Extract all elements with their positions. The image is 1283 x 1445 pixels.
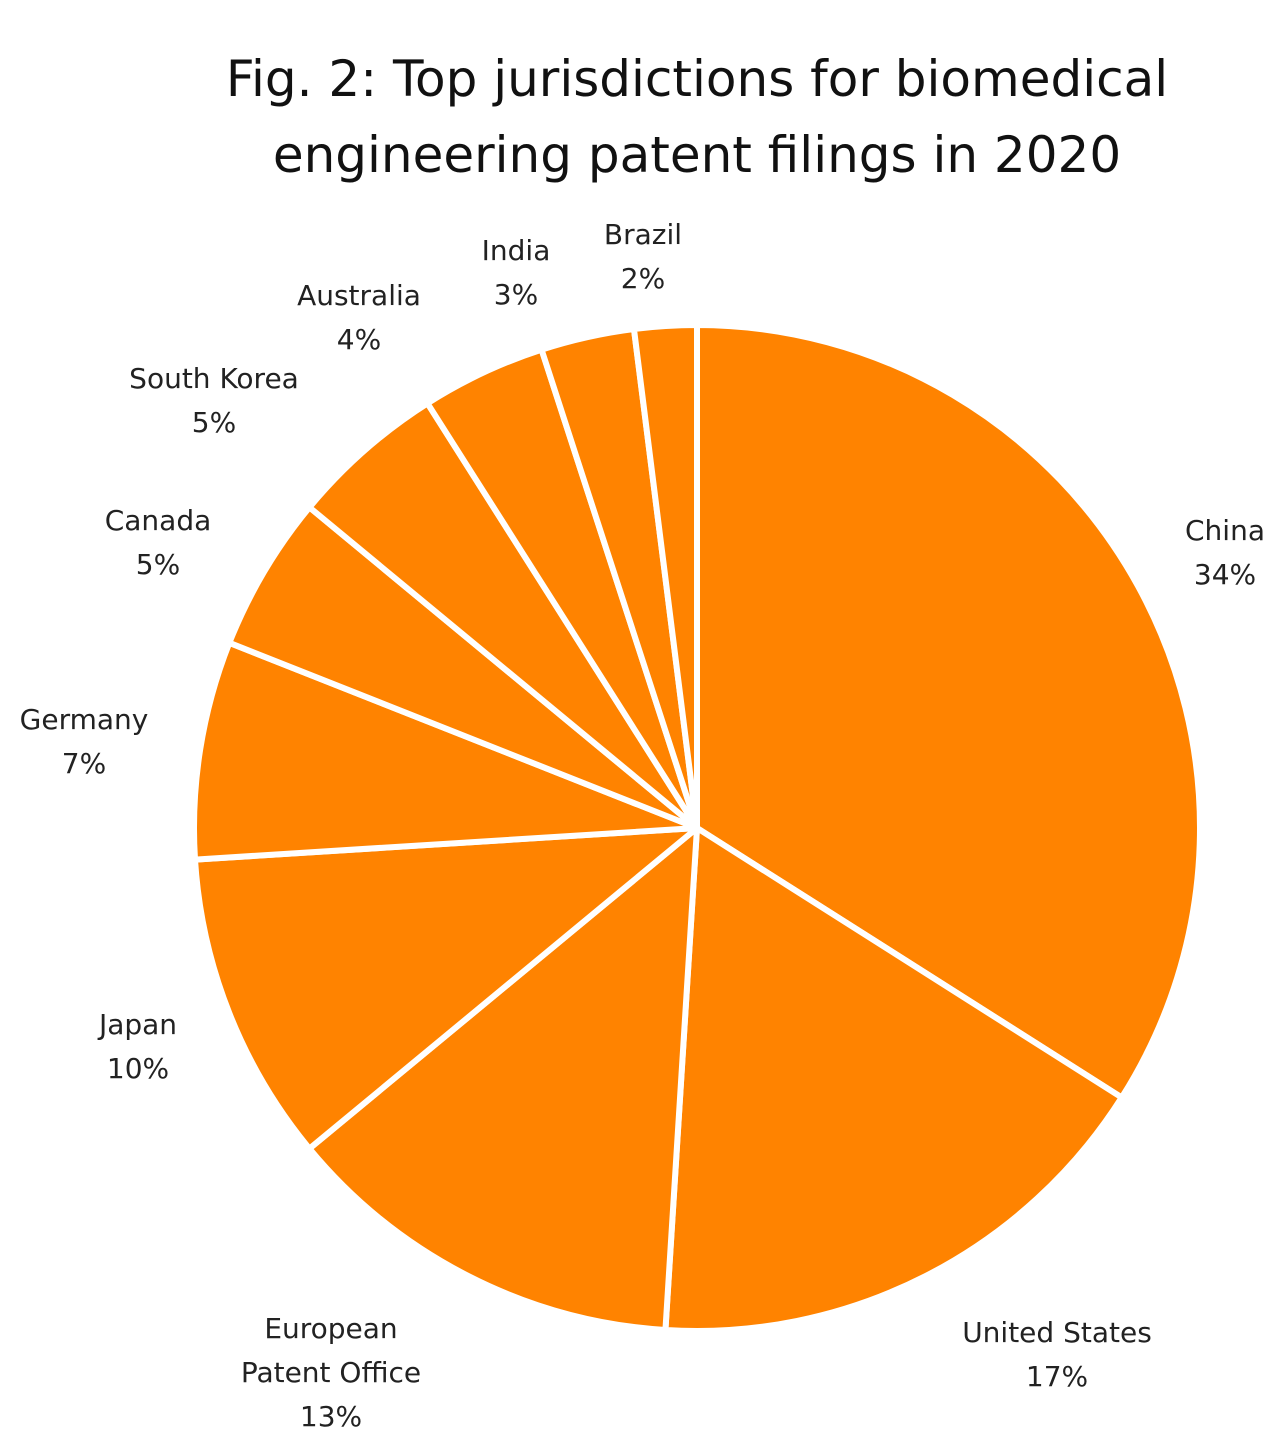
slice-value-label: 2% — [621, 262, 665, 295]
slice-value-label: 34% — [1194, 558, 1256, 591]
pie-slice-brazil — [630, 322, 700, 831]
slice-category-label: European — [264, 1312, 397, 1345]
slice-category-label: Patent Office — [241, 1356, 421, 1389]
slice-category-label: Japan — [97, 1008, 177, 1041]
slice-category-label: Australia — [297, 279, 421, 312]
pie-slice-japan — [191, 825, 700, 1152]
slice-value-label: 10% — [107, 1052, 169, 1085]
slice-category-label: Canada — [105, 504, 212, 537]
slice-value-label: 4% — [337, 323, 381, 356]
pie-slice-canada — [226, 504, 700, 831]
pie-slice-united-states — [662, 825, 1125, 1334]
slice-value-label: 5% — [136, 548, 180, 581]
slice-category-label: India — [482, 234, 551, 267]
slice-category-label: China — [1185, 514, 1265, 547]
slice-value-label: 5% — [192, 406, 236, 439]
pie-slice-germany — [191, 639, 700, 863]
slice-category-label: United States — [962, 1316, 1152, 1349]
slice-category-label: Germany — [20, 703, 149, 736]
chart-title-line-1: Fig. 2: Top jurisdictions for biomedical — [226, 50, 1168, 108]
slice-value-label: 13% — [300, 1400, 362, 1433]
chart-title-line-2: engineering patent filings in 2020 — [273, 126, 1121, 184]
pie-slice-european-patent-office — [306, 825, 700, 1334]
slice-category-label: South Korea — [129, 362, 299, 395]
slice-value-label: 7% — [62, 747, 106, 780]
slice-category-label: Brazil — [604, 218, 682, 251]
slice-value-label: 17% — [1026, 1360, 1088, 1393]
slice-value-label: 3% — [494, 278, 538, 311]
pie-slice-south-korea — [306, 400, 700, 831]
